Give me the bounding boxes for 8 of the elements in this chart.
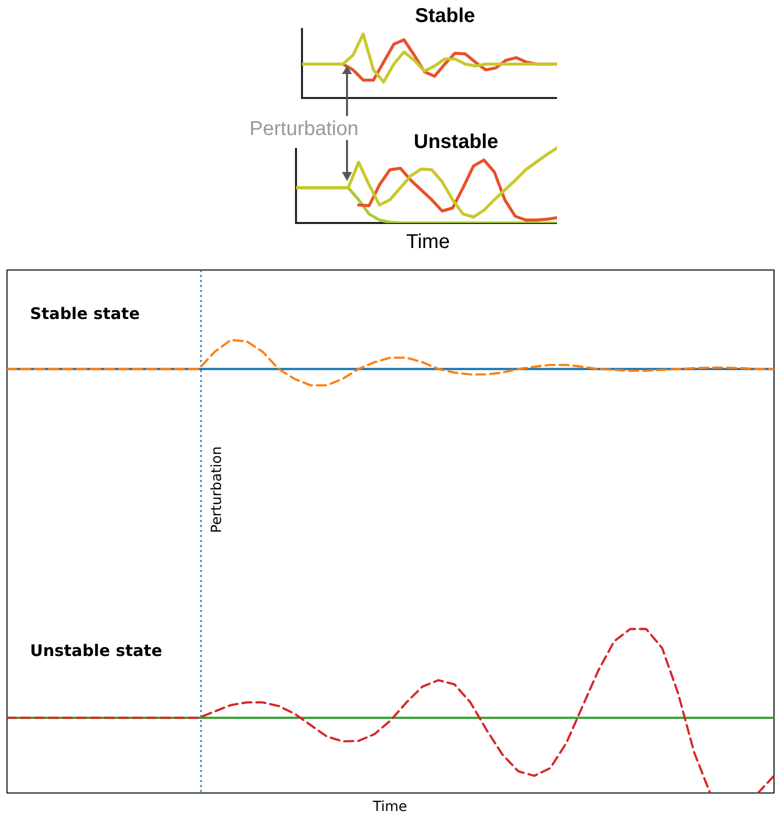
annotation: Perturbation — [209, 446, 225, 533]
text: Perturbation — [250, 118, 358, 140]
x-axis-title: Time — [372, 799, 408, 815]
x-axis-title: Time — [406, 231, 450, 253]
chart-title: Unstable — [414, 131, 498, 153]
chart-title: Stable — [414, 5, 476, 27]
annotation: Unstable state — [30, 641, 162, 660]
text: Stable state — [30, 304, 140, 323]
